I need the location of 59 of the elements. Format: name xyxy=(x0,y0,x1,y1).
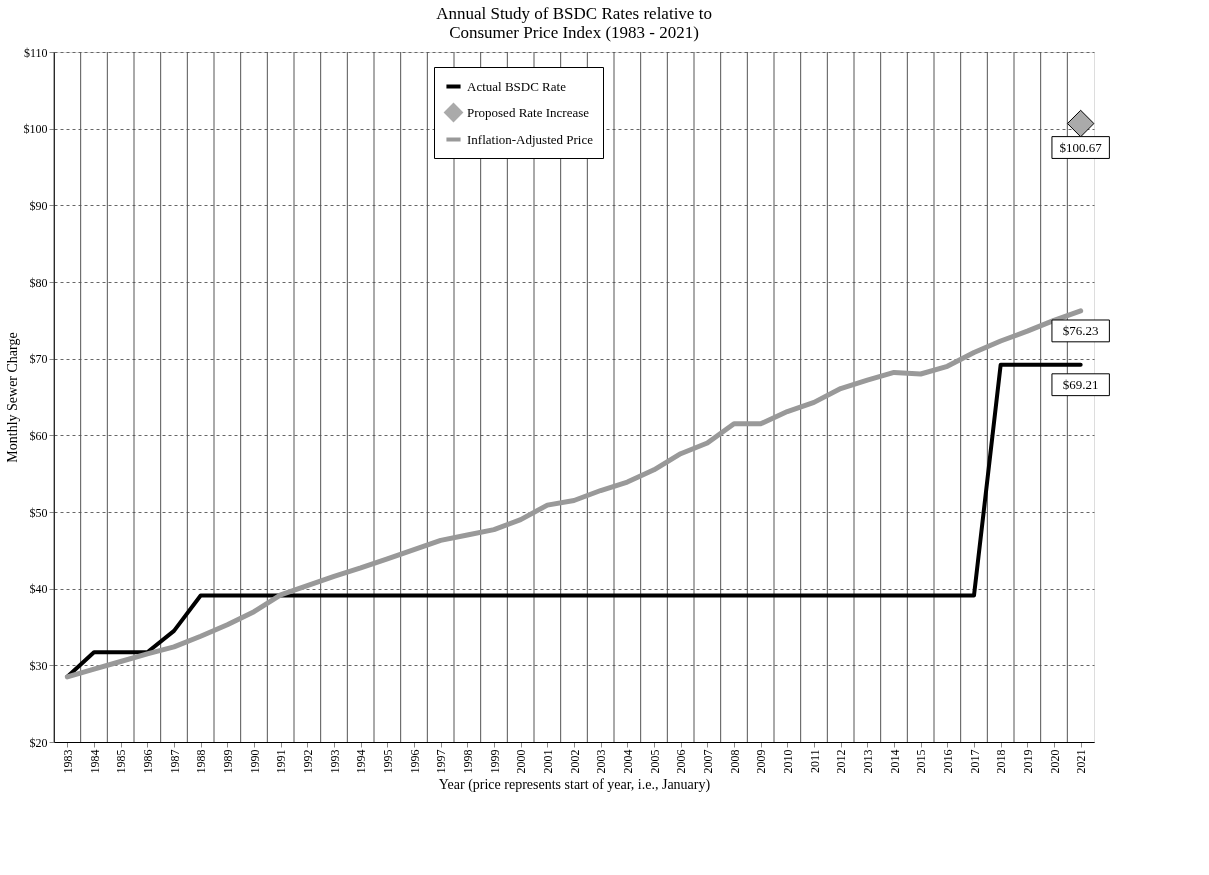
x-tick-label: 1994 xyxy=(354,749,369,774)
x-tick-label: 2001 xyxy=(540,749,555,774)
x-tick-label: 1989 xyxy=(220,749,235,774)
x-tick-label: 1991 xyxy=(274,749,289,774)
x-tick-label: 1988 xyxy=(194,749,209,774)
x-tick-label: 1998 xyxy=(460,749,475,774)
legend-label: Inflation-Adjusted Price xyxy=(467,131,594,147)
y-tick-label: $50 xyxy=(29,505,48,520)
y-tick-label: $40 xyxy=(29,582,48,597)
x-tick-label: 2002 xyxy=(567,749,582,774)
x-tick-label: 2016 xyxy=(940,749,955,774)
x-axis-title: Year (price represents start of year, i.e., January) xyxy=(438,776,711,793)
text: Consumer Price Index (1983 - 2021) xyxy=(449,23,699,42)
x-tick-label: 1985 xyxy=(114,749,129,774)
x-tick-label: 1986 xyxy=(140,749,155,774)
x-tick-label: 1995 xyxy=(380,749,395,774)
x-tick-label: 1984 xyxy=(87,749,102,774)
x-tick-label: 2007 xyxy=(700,749,715,774)
x-tick-label: 2019 xyxy=(1020,749,1035,774)
legend-label: Proposed Rate Increase xyxy=(467,104,590,120)
x-tick-label: 2004 xyxy=(620,749,635,774)
x-tick-label: 1996 xyxy=(407,749,422,774)
x-tick-label: 1997 xyxy=(434,749,449,774)
y-tick-label: $80 xyxy=(29,275,48,290)
data-label: $100.67 xyxy=(1059,139,1103,155)
y-tick-label: $30 xyxy=(29,658,48,673)
x-tick-label: 2018 xyxy=(994,749,1009,774)
x-tick-label: 2015 xyxy=(914,749,929,774)
y-tick-label: $90 xyxy=(29,198,48,213)
y-tick-label: $100 xyxy=(23,122,48,137)
text: Annual Study of BSDC Rates relative to xyxy=(436,4,712,23)
data-label: $69.21 xyxy=(1062,376,1099,392)
x-tick-label: 2020 xyxy=(1047,749,1062,774)
y-tick-label: $60 xyxy=(29,428,48,443)
x-tick-label: 1993 xyxy=(327,749,342,774)
x-tick-label: 1992 xyxy=(300,749,315,774)
x-tick-label: 2000 xyxy=(514,749,529,774)
y-tick-label: $20 xyxy=(29,735,48,750)
x-tick-label: 2012 xyxy=(834,749,849,774)
x-tick-label: 2005 xyxy=(647,749,662,774)
x-tick-label: 2011 xyxy=(807,749,822,774)
y-axis-title: Monthly Sewer Charge xyxy=(4,332,20,463)
y-tick-label: $110 xyxy=(23,45,48,60)
x-tick-label: 1987 xyxy=(167,749,182,774)
x-tick-label: 1999 xyxy=(487,749,502,774)
x-tick-label: 2010 xyxy=(780,749,795,774)
x-tick-label: 2021 xyxy=(1074,749,1089,774)
x-tick-label: 2006 xyxy=(674,749,689,774)
y-tick-label: $70 xyxy=(29,352,48,367)
x-tick-label: 2017 xyxy=(967,749,982,774)
x-tick-label: 1990 xyxy=(247,749,262,774)
x-tick-label: 2013 xyxy=(860,749,875,774)
x-tick-label: 1983 xyxy=(60,749,75,774)
data-label: $76.23 xyxy=(1062,322,1099,338)
x-tick-label: 2008 xyxy=(727,749,742,774)
x-tick-label: 2003 xyxy=(594,749,609,774)
x-tick-label: 2014 xyxy=(887,749,902,774)
legend-label: Actual BSDC Rate xyxy=(467,78,567,94)
x-tick-label: 2009 xyxy=(754,749,769,774)
